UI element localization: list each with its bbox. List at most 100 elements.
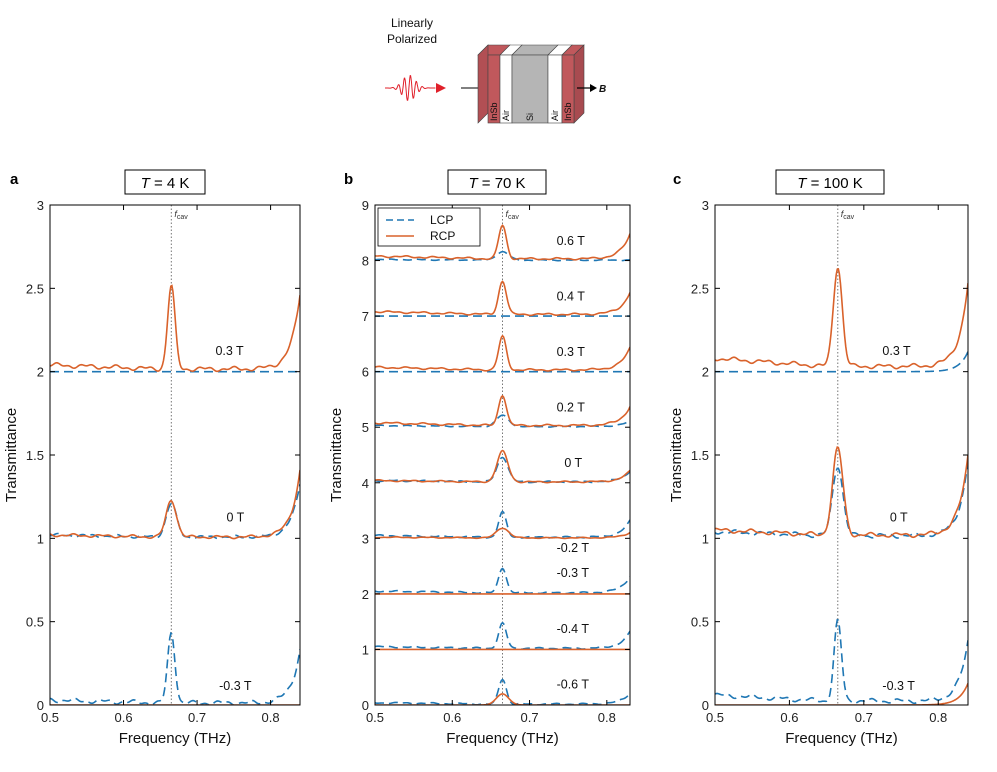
xtick-label-c-2: 0.7	[855, 710, 873, 725]
panel-title-var-a: T	[141, 175, 152, 192]
layer-label-insb-1: InSb	[489, 102, 499, 121]
ylabel-b: Transmittance	[328, 408, 345, 502]
series-rcp-c-1	[715, 446, 968, 539]
xtick-label-a-2: 0.7	[188, 710, 206, 725]
b-field-label: B	[599, 84, 606, 95]
schematic: Linearly Polarized InSb Air Si	[385, 16, 606, 124]
axes-box-c	[714, 204, 969, 706]
field-label-b-1: 0.4 T	[557, 290, 586, 304]
layer-label-insb-2: InSb	[563, 102, 573, 121]
series-rcp-b-1	[375, 280, 630, 317]
panel-title-a: T = 4 K	[141, 175, 190, 192]
ytick-label-b-9: 9	[362, 198, 369, 213]
series-rcp-b-3	[375, 394, 630, 428]
ytick-label-c-2: 1	[702, 531, 709, 546]
panel-title-value-b: = 70 K	[478, 175, 526, 192]
panel-c: c T = 100 K fcav 0.3 T 0 T -0.3 T 0.5 0.6 0.7 0.8…	[668, 169, 969, 747]
panel-title-var-b: T	[468, 175, 479, 192]
xtick-label-b-2: 0.7	[521, 710, 539, 725]
fcav-label-f-b: f	[506, 209, 510, 219]
traces-c	[715, 267, 968, 705]
ytick-label-b-6: 6	[362, 365, 369, 380]
field-label-a-1: 0 T	[226, 511, 244, 525]
panel-title-c: T = 100 K	[797, 175, 862, 192]
xlabel-b: Frequency (THz)	[446, 730, 559, 747]
sample-stack: InSb Air Si Air InSb	[477, 44, 585, 124]
ytick-label-a-6: 3	[37, 198, 44, 213]
field-label-b-7: -0.4 T	[557, 622, 590, 636]
series-rcp-b-2	[375, 334, 630, 372]
series-rcp-b-8	[375, 693, 630, 705]
xtick-label-c-0: 0.5	[706, 710, 724, 725]
field-label-b-3: 0.2 T	[557, 401, 586, 415]
si-front	[511, 54, 549, 124]
axes-box-a	[49, 204, 301, 706]
field-label-b-5: -0.2 T	[557, 541, 590, 555]
series-lcp-b-7	[375, 621, 630, 650]
ytick-label-a-2: 1	[37, 531, 44, 546]
field-label-c-1: 0 T	[890, 511, 908, 525]
panel-letter-c: c	[673, 171, 681, 188]
ytick-label-b-5: 5	[362, 420, 369, 435]
series-rcp-b-4	[375, 449, 630, 484]
insb-left-side	[477, 44, 489, 124]
xtick-label-b-1: 0.6	[443, 710, 461, 725]
xtick-label-b-0: 0.5	[366, 710, 384, 725]
panel-title-value-c: = 100 K	[806, 175, 862, 192]
series-rcp-c-0	[715, 267, 968, 370]
xtick-label-c-1: 0.6	[780, 710, 798, 725]
field-label-b-4: 0 T	[564, 456, 582, 470]
fcav-label-f-c: f	[841, 209, 845, 219]
panel-title-var-c: T	[797, 175, 808, 192]
series-lcp-b-5	[375, 510, 630, 539]
ytick-label-b-7: 7	[362, 309, 369, 324]
ytick-label-c-1: 0.5	[691, 615, 709, 630]
field-label-a-0: 0.3 T	[215, 344, 244, 358]
fcav-label-b: fcav	[506, 209, 520, 221]
axes-box-b	[374, 204, 631, 706]
field-label-c-2: -0.3 T	[882, 679, 915, 693]
traces-a	[50, 284, 300, 705]
fcav-label-sub-c: cav	[843, 214, 854, 221]
panel-title-value-a: = 4 K	[150, 175, 190, 192]
series-rcp-b-5	[375, 527, 630, 540]
pulse-arrowhead	[436, 83, 446, 93]
field-label-b-0: 0.6 T	[557, 234, 586, 248]
traces-b	[375, 224, 630, 705]
series-lcp-b-8	[375, 678, 630, 705]
legend-box	[377, 207, 481, 247]
ytick-label-b-8: 8	[362, 254, 369, 269]
ylabel-a: Transmittance	[3, 408, 20, 502]
panel-letter-a: a	[10, 171, 19, 188]
thz-pulse-wave	[385, 74, 436, 101]
series-rcp-a-1	[50, 469, 300, 540]
pulse-label-line2: Polarized	[387, 32, 437, 46]
ytick-label-a-3: 1.5	[26, 448, 44, 463]
panel-title-box-b	[447, 169, 547, 195]
ytick-label-c-3: 1.5	[691, 448, 709, 463]
ytick-label-c-6: 3	[702, 198, 709, 213]
ytick-label-b-4: 4	[362, 476, 369, 491]
ytick-label-c-4: 2	[702, 365, 709, 380]
ytick-label-a-4: 2	[37, 365, 44, 380]
series-rcp-b-0	[375, 224, 630, 261]
field-label-b-2: 0.3 T	[557, 345, 586, 359]
layer-label-air-1: Air	[501, 110, 511, 121]
xtick-label-a-3: 0.8	[262, 710, 280, 725]
xtick-label-a-0: 0.5	[41, 710, 59, 725]
ytick-label-a-1: 0.5	[26, 615, 44, 630]
field-label-c-0: 0.3 T	[882, 344, 911, 358]
series-lcp-b-3	[375, 414, 630, 428]
legend-label-lcp: LCP	[430, 213, 453, 227]
ytick-label-a-5: 2.5	[26, 281, 44, 296]
xlabel-c: Frequency (THz)	[785, 730, 898, 747]
ytick-label-b-0: 0	[362, 698, 369, 713]
fcav-label-c: fcav	[841, 209, 855, 221]
ylabel-c: Transmittance	[668, 408, 685, 502]
legend-label-rcp: RCP	[430, 229, 455, 243]
xtick-label-a-1: 0.6	[114, 710, 132, 725]
insb-right-front	[561, 54, 575, 124]
series-lcp-b-6	[375, 567, 630, 595]
layer-label-si: Si	[525, 113, 535, 121]
